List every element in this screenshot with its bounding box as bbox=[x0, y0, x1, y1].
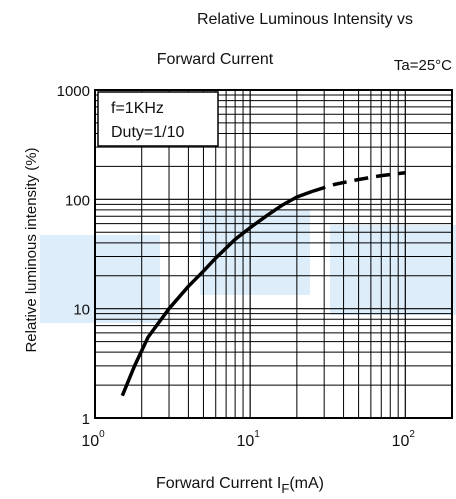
watermark bbox=[40, 210, 456, 323]
y-tick-labels: 1 10 100 1000 bbox=[57, 83, 90, 428]
annotation-text: Duty=1/10 bbox=[111, 124, 184, 141]
y-tick-label: 10 bbox=[73, 302, 90, 319]
x-tick-label: 101 bbox=[236, 429, 260, 450]
x-axis-label-unit: (mA) bbox=[289, 475, 324, 492]
annotation-text: f=1KHz bbox=[111, 100, 164, 117]
x-axis-label-main: Forward Current I bbox=[156, 475, 281, 492]
y-tick-label: 1 bbox=[82, 411, 90, 428]
x-axis-label-subscript: F bbox=[281, 481, 289, 496]
annotation-box: f=1KHz Duty=1/10 bbox=[97, 91, 219, 147]
annotation-frame bbox=[97, 91, 219, 147]
series-line-dashed bbox=[311, 171, 406, 194]
x-tick-labels: 100 101 102 bbox=[81, 429, 415, 450]
condition-label: Ta=25°C bbox=[394, 57, 452, 74]
x-axis-label: Forward Current IF(mA) bbox=[156, 475, 324, 496]
series-line-solid bbox=[120, 189, 313, 397]
chart-title-line2: Forward Current bbox=[157, 51, 274, 68]
series-group bbox=[120, 171, 406, 397]
y-tick-label: 1000 bbox=[57, 83, 90, 100]
x-tick-label: 100 bbox=[81, 429, 105, 450]
x-tick-label: 102 bbox=[392, 429, 416, 450]
plot-frame bbox=[94, 89, 453, 419]
y-tick-label: 100 bbox=[65, 192, 90, 209]
chart-title-line1: Relative Luminous Intensity vs bbox=[197, 11, 413, 28]
y-axis-label: Relative luminous intensity (%) bbox=[23, 147, 40, 352]
watermark-shape bbox=[330, 225, 456, 315]
